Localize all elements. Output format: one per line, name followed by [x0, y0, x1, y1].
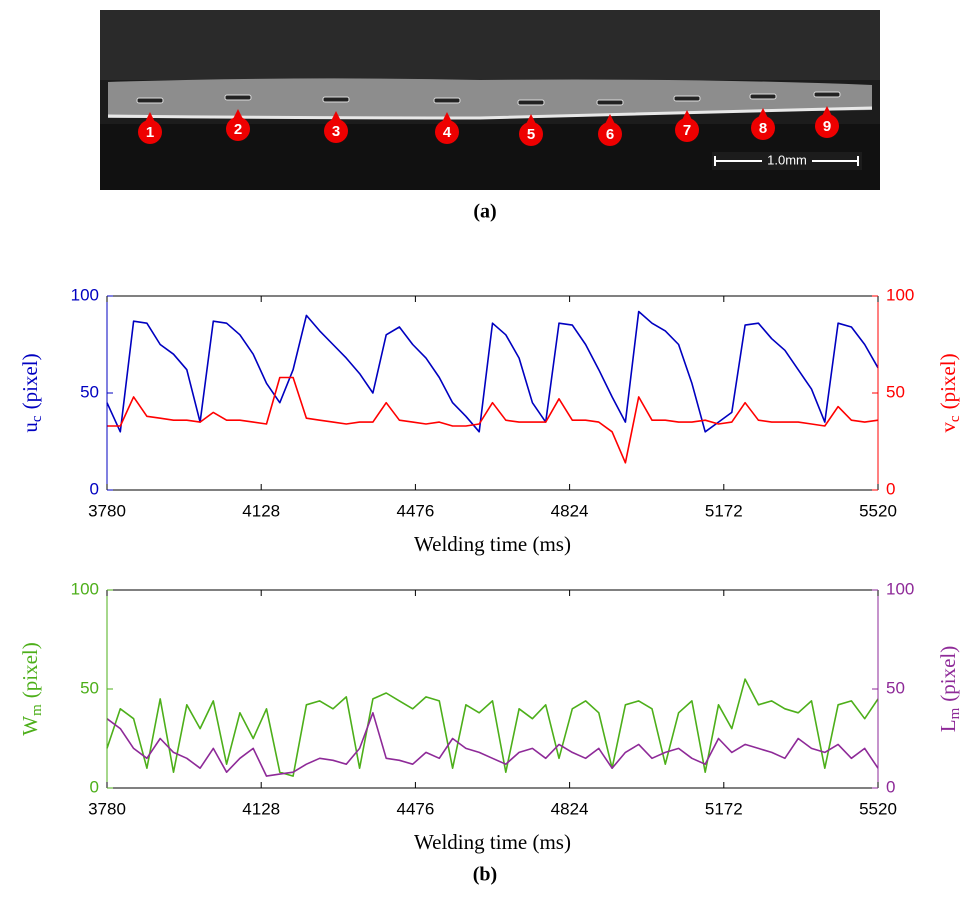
- y-axis-label-sub: c: [29, 415, 45, 422]
- x-tick-label: 5520: [859, 501, 897, 520]
- x-tick-label: 4128: [242, 799, 280, 818]
- x-axis-label: Welding time (ms): [414, 830, 571, 854]
- y2-axis-label-unit: (pixel): [936, 646, 960, 702]
- x-tick-label: 3780: [88, 501, 126, 520]
- y-axis-label: uc (pixel): [18, 353, 46, 432]
- y-axis-label-main: W: [18, 716, 42, 736]
- marker-label: 2: [234, 121, 242, 138]
- marker: [226, 117, 250, 141]
- slot: [673, 95, 701, 102]
- marker-label: 7: [683, 122, 691, 139]
- y-tick-label: 50: [80, 382, 99, 401]
- y-axis-label-main: u: [18, 422, 42, 433]
- marker-label: 3: [332, 123, 340, 140]
- y2-tick-label: 0: [886, 479, 895, 498]
- slot: [596, 99, 624, 106]
- data-line: [106, 678, 879, 777]
- data-line: [106, 310, 879, 433]
- y-axis-label-unit: (pixel): [18, 642, 42, 698]
- x-tick-label: 4128: [242, 501, 280, 520]
- y2-axis-label-unit: (pixel): [936, 353, 960, 409]
- y2-axis-label-main: L: [936, 719, 960, 732]
- slot: [813, 91, 841, 98]
- y2-axis-label-main: v: [936, 422, 960, 433]
- y-tick-label: 50: [80, 678, 99, 697]
- slot: [224, 94, 252, 101]
- marker-label: 8: [759, 120, 767, 137]
- y2-axis-label-sub: c: [947, 415, 963, 422]
- slot: [517, 99, 545, 106]
- y2-tick-label: 50: [886, 382, 905, 401]
- marker: [815, 114, 839, 138]
- slot: [433, 97, 461, 104]
- x-tick-label: 4476: [396, 501, 434, 520]
- y2-axis-label: Lm (pixel): [936, 646, 964, 732]
- y2-tick-label: 100: [886, 285, 914, 304]
- x-tick-label: 5172: [705, 501, 743, 520]
- marker: [324, 119, 348, 143]
- y-tick-label: 0: [90, 777, 99, 796]
- x-tick-label: 4824: [551, 799, 589, 818]
- x-tick-label: 5172: [705, 799, 743, 818]
- scale-bar-label: 1.0mm: [767, 152, 807, 167]
- caption-b: (b): [473, 864, 497, 886]
- x-tick-label: 5520: [859, 799, 897, 818]
- marker-label: 1: [146, 124, 154, 141]
- x-tick-label: 3780: [88, 799, 126, 818]
- y2-axis-label-sub: m: [947, 707, 963, 719]
- x-tick-label: 4824: [551, 501, 589, 520]
- y-tick-label: 100: [71, 285, 99, 304]
- y-axis-label: Wm (pixel): [18, 642, 46, 735]
- marker: [435, 120, 459, 144]
- x-axis-label: Welding time (ms): [414, 532, 571, 556]
- data-line: [107, 376, 879, 464]
- y-axis-label-unit: (pixel): [18, 353, 42, 409]
- y-axis-label-sub: m: [29, 704, 45, 716]
- marker-label: 5: [527, 126, 535, 143]
- scale-bar-label-bg: [762, 153, 812, 169]
- marker: [675, 118, 699, 142]
- seam-edge: [107, 106, 873, 120]
- weld-seam: [108, 78, 872, 118]
- caption-a: (a): [473, 201, 496, 223]
- x-tick-label: 4476: [396, 799, 434, 818]
- photo-upper: [100, 10, 880, 80]
- y2-tick-label: 0: [886, 777, 895, 796]
- y2-axis-label: vc (pixel): [936, 353, 964, 432]
- y-tick-label: 100: [71, 579, 99, 598]
- y-tick-label: 0: [90, 479, 99, 498]
- marker-label: 9: [823, 118, 831, 135]
- marker-label: 4: [443, 124, 452, 141]
- marker: [138, 120, 162, 144]
- y2-tick-label: 50: [886, 678, 905, 697]
- marker: [519, 122, 543, 146]
- slot: [322, 96, 350, 103]
- slot: [749, 93, 777, 100]
- marker: [751, 116, 775, 140]
- slot: [136, 97, 164, 104]
- marker-group: 1 2 3 4 5 6 7 8 9: [136, 91, 841, 146]
- y2-tick-label: 100: [886, 579, 914, 598]
- marker: [598, 122, 622, 146]
- data-line: [106, 712, 879, 777]
- marker-label: 6: [606, 126, 614, 143]
